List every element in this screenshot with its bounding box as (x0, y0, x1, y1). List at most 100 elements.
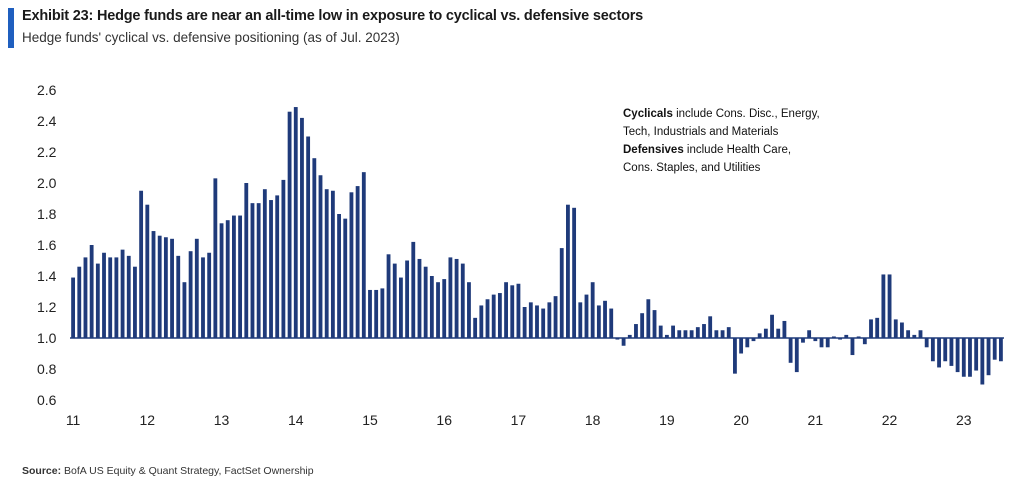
bar (770, 314, 774, 338)
bar (937, 338, 941, 368)
bar (541, 308, 546, 338)
y-axis: 2.6 2.4 2.2 2.0 1.8 1.6 1.4 1.2 1.0 0.8 0.6 (37, 82, 57, 408)
bar (139, 190, 144, 338)
bar (497, 293, 502, 338)
bar (887, 274, 892, 338)
x-tick-label: 17 (511, 412, 527, 428)
bar (559, 248, 564, 338)
bar (788, 338, 793, 363)
bar (448, 257, 453, 338)
bar (906, 330, 911, 338)
title-accent-bar (8, 8, 14, 48)
bar (330, 190, 335, 338)
bar (281, 179, 286, 338)
x-tick-label: 13 (214, 412, 230, 428)
bar (504, 282, 508, 338)
bar (702, 324, 706, 338)
y-tick-label: 2.6 (37, 82, 57, 98)
bar (634, 324, 638, 338)
bar (275, 195, 280, 338)
bar (535, 305, 539, 338)
bar (844, 334, 849, 338)
bar (244, 183, 249, 338)
bar (776, 328, 781, 338)
defensives-text: include Health Care, (683, 144, 792, 156)
y-tick-label: 1.6 (37, 237, 57, 253)
bar (664, 334, 669, 338)
bar (361, 172, 366, 338)
bar (232, 215, 236, 338)
bar (300, 117, 304, 339)
bar (126, 255, 131, 338)
bar (794, 338, 799, 373)
bar (287, 111, 292, 338)
bar (368, 289, 372, 338)
x-tick-label: 19 (659, 412, 675, 428)
x-tick-label: 21 (808, 412, 824, 428)
bar (813, 338, 818, 342)
bar (745, 338, 750, 348)
bar (683, 330, 688, 338)
bar (819, 338, 824, 348)
bar (695, 327, 700, 338)
bar (646, 299, 651, 338)
bar (590, 282, 595, 338)
bar (974, 338, 979, 371)
bar (596, 305, 601, 338)
x-axis: 11 12 13 14 15 16 17 18 19 20 21 22 23 (66, 412, 972, 428)
source-label: Source: (22, 465, 62, 477)
y-tick-label: 0.6 (37, 392, 57, 408)
bar (157, 235, 162, 338)
bar (998, 338, 1003, 362)
bar (163, 237, 168, 338)
bar (763, 328, 768, 338)
bar (825, 338, 830, 348)
bar (652, 310, 657, 338)
bar (869, 319, 873, 338)
bar (881, 274, 886, 338)
bar (510, 285, 515, 338)
bar (83, 257, 88, 338)
bar-series (71, 107, 1003, 385)
x-tick-label: 16 (436, 412, 452, 428)
bar (207, 252, 212, 338)
x-tick-label: 14 (288, 412, 304, 428)
bar (831, 336, 836, 338)
x-tick-label: 20 (733, 412, 749, 428)
bar (838, 338, 842, 340)
bar (566, 204, 570, 338)
bar (71, 277, 76, 338)
bar (89, 245, 94, 338)
bar (980, 338, 985, 385)
bar (479, 305, 484, 338)
bar (120, 249, 125, 338)
bar (194, 238, 199, 338)
bar (188, 251, 193, 338)
defensives-text-2: Cons. Staples, and Utilities (623, 162, 761, 174)
bar (553, 296, 558, 338)
bar (256, 203, 261, 338)
x-tick-label: 12 (140, 412, 156, 428)
bar (726, 327, 731, 338)
bar (417, 258, 422, 338)
bar (374, 289, 379, 338)
x-tick-label: 22 (882, 412, 898, 428)
bar (924, 338, 929, 348)
bar (658, 325, 663, 338)
bar (968, 338, 972, 377)
bar (627, 334, 632, 338)
bar (454, 258, 459, 338)
bar (943, 338, 948, 362)
chart-title: Exhibit 23: Hedge funds are near an all-… (22, 8, 644, 24)
bar (578, 302, 583, 338)
bar (584, 294, 589, 338)
bar (955, 338, 960, 373)
sector-note: Cyclicals include Cons. Disc., Energy, T… (623, 105, 820, 177)
bar (170, 238, 174, 338)
bar (640, 313, 645, 338)
bar (442, 279, 447, 338)
bar (862, 338, 867, 345)
bar (949, 338, 954, 366)
bar (528, 302, 533, 338)
y-tick-label: 1.0 (37, 330, 57, 346)
